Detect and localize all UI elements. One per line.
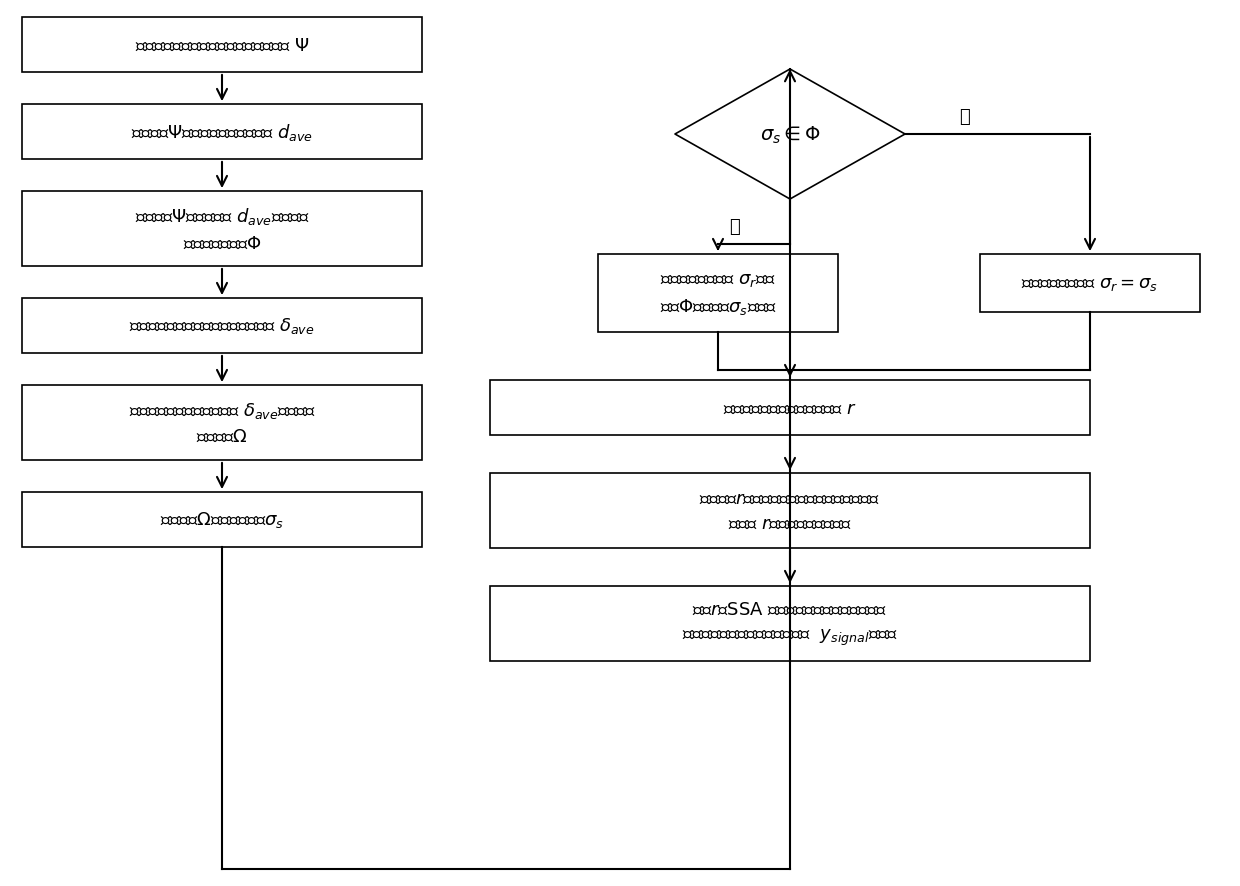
Bar <box>22 385 422 461</box>
Text: 是: 是 <box>960 108 971 126</box>
Text: 否: 否 <box>729 218 740 236</box>
Bar <box>598 254 838 332</box>
Bar <box>490 473 1090 548</box>
Text: 确定去噪阈值参量 $\sigma_r = \sigma_s$: 确定去噪阈值参量 $\sigma_r = \sigma_s$ <box>1022 275 1158 292</box>
Text: 分别将前$r$个主成分的轨道矩阵对角平均化，
得到前 $r$个主成分的重构序列: 分别将前$r$个主成分的轨道矩阵对角平均化， 得到前 $r$个主成分的重构序列 <box>699 489 880 532</box>
Polygon shape <box>675 70 905 199</box>
Bar <box>22 493 422 548</box>
Bar <box>22 299 422 354</box>
Text: 构建奇异值差分谱中所有峰值点的集合 $\Psi$: 构建奇异值差分谱中所有峰值点的集合 $\Psi$ <box>135 36 309 54</box>
Text: $\sigma_s\in\Phi$: $\sigma_s\in\Phi$ <box>760 124 821 145</box>
Bar <box>490 587 1090 661</box>
Text: 确定去噪阈值参量 $\sigma_r$，为
集合$\Phi$中最接近$\sigma_s$的元素: 确定去噪阈值参量 $\sigma_r$，为 集合$\Phi$中最接近$\sigm… <box>660 271 776 316</box>
Text: 找出特征值谱中所有大于的 $\delta_{ave}$的元素，
构建集合$\Omega$: 找出特征值谱中所有大于的 $\delta_{ave}$的元素， 构建集合$\Om… <box>129 400 315 446</box>
Bar <box>22 191 422 267</box>
Bar <box>490 381 1090 436</box>
Bar <box>22 18 422 73</box>
Text: 将前$r$个SSA 主成分的重构序列进行加合，
得到去噪后的重构超声回波序列  $y_{signal}$，结束: 将前$r$个SSA 主成分的重构序列进行加合， 得到去噪后的重构超声回波序列 $… <box>682 601 898 648</box>
Text: 找出集合$\Psi$中所有大于 $d_{ave}$的元素，
构建阈值候选集$\Phi$: 找出集合$\Psi$中所有大于 $d_{ave}$的元素， 构建阈值候选集$\P… <box>135 206 309 253</box>
Text: 计算集合$\Psi$中所有元素的算数平均 $d_{ave}$: 计算集合$\Psi$中所有元素的算数平均 $d_{ave}$ <box>131 122 312 143</box>
Bar <box>22 105 422 159</box>
Text: 确定集合$\Omega$中的最小元素$\sigma_s$: 确定集合$\Omega$中的最小元素$\sigma_s$ <box>160 510 284 530</box>
Text: 计算特征值谱中所有元素的算数平均 $\delta_{ave}$: 计算特征值谱中所有元素的算数平均 $\delta_{ave}$ <box>129 316 315 336</box>
Text: 确定奇异谱分析的重构分组数 $r$: 确定奇异谱分析的重构分组数 $r$ <box>723 399 857 417</box>
Bar <box>980 254 1200 313</box>
